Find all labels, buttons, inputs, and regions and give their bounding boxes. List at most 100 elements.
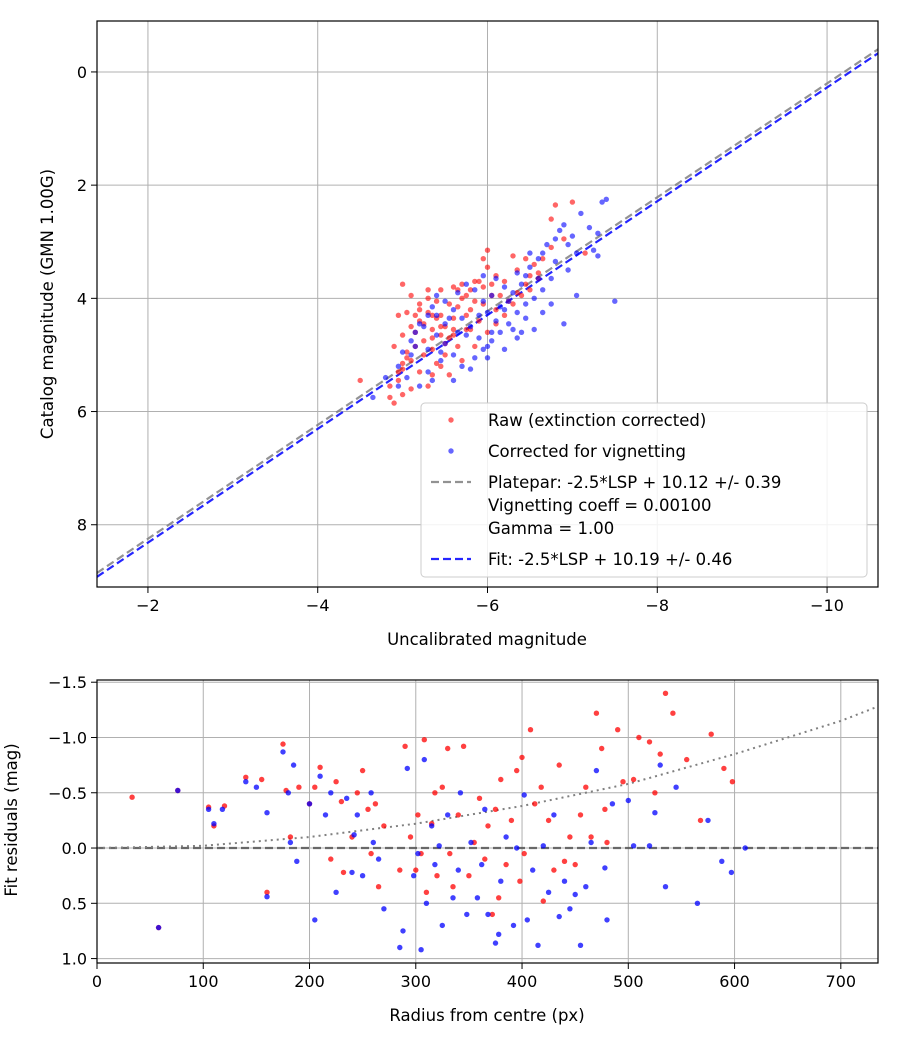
data-point xyxy=(561,222,567,228)
data-point xyxy=(421,737,427,743)
data-point xyxy=(593,767,600,774)
data-point xyxy=(551,812,557,818)
data-point xyxy=(535,942,541,948)
x-tick-label: 100 xyxy=(188,972,219,991)
data-point xyxy=(219,806,226,812)
data-point xyxy=(493,307,499,313)
data-point xyxy=(527,287,533,293)
data-point xyxy=(556,913,562,920)
data-point xyxy=(450,884,456,890)
data-point xyxy=(467,323,474,330)
x-tick-label: −2 xyxy=(136,596,160,615)
x-tick-label: 0 xyxy=(92,972,102,991)
data-point xyxy=(259,776,265,783)
data-point xyxy=(290,762,297,768)
x-tick-label: −6 xyxy=(476,596,500,615)
data-point xyxy=(425,346,431,352)
data-point xyxy=(395,383,402,389)
legend-label: Platepar: -2.5*LSP + 10.12 +/- 0.39 xyxy=(488,473,781,492)
data-point xyxy=(408,386,414,392)
data-point xyxy=(459,281,465,287)
data-point xyxy=(395,312,402,318)
data-point xyxy=(438,323,444,330)
data-point xyxy=(615,727,621,733)
data-point xyxy=(523,301,529,307)
data-point xyxy=(527,273,533,279)
data-point xyxy=(721,765,727,772)
data-point xyxy=(556,762,562,768)
data-point xyxy=(429,304,435,310)
legend: Raw (extinction corrected) Corrected for … xyxy=(420,402,868,578)
x-tick-label: 700 xyxy=(826,972,857,991)
data-point xyxy=(514,309,520,316)
data-point xyxy=(506,298,512,304)
data-point xyxy=(375,884,382,890)
data-point xyxy=(399,360,406,367)
data-point xyxy=(416,321,423,327)
data-point xyxy=(459,357,465,364)
data-point xyxy=(411,873,417,879)
data-point xyxy=(535,270,542,276)
data-point xyxy=(518,281,525,287)
data-point xyxy=(306,801,313,807)
data-point xyxy=(450,284,457,290)
data-point xyxy=(602,806,608,812)
data-point xyxy=(439,784,445,790)
top-scatter-points xyxy=(357,196,618,406)
data-point xyxy=(416,369,423,375)
data-point xyxy=(530,867,536,873)
data-point xyxy=(569,233,576,239)
data-point xyxy=(523,256,529,262)
data-point xyxy=(552,236,559,242)
data-point xyxy=(551,867,557,873)
data-point xyxy=(429,312,435,318)
data-point xyxy=(561,236,567,242)
data-point xyxy=(480,273,486,279)
data-point xyxy=(480,298,486,304)
data-point xyxy=(489,338,495,344)
data-point xyxy=(496,895,502,901)
data-point xyxy=(399,349,406,355)
data-point xyxy=(328,790,334,796)
data-point xyxy=(593,710,600,716)
calibration-chart: −2 −4 −6 −8 −10 0 2 4 6 8 Uncalibrated magnitude… xyxy=(38,20,879,649)
data-point xyxy=(514,335,520,341)
data-point xyxy=(425,312,431,318)
data-point xyxy=(450,895,456,901)
data-point xyxy=(421,756,427,763)
data-point xyxy=(429,335,435,341)
data-point xyxy=(328,856,334,862)
data-point xyxy=(243,774,249,780)
data-point xyxy=(391,343,397,350)
data-point xyxy=(357,377,363,384)
data-point xyxy=(433,312,440,318)
data-point xyxy=(489,911,495,918)
data-point xyxy=(438,363,444,369)
data-point xyxy=(280,741,286,747)
data-point xyxy=(359,767,366,774)
data-point xyxy=(552,258,559,265)
data-point xyxy=(510,253,516,259)
data-point xyxy=(719,858,725,864)
x-tick-label: −10 xyxy=(810,596,844,615)
data-point xyxy=(433,332,440,338)
x-tick-label: 300 xyxy=(401,972,432,991)
data-point xyxy=(399,281,406,287)
data-point xyxy=(446,335,452,341)
data-point xyxy=(404,374,410,381)
data-point xyxy=(460,743,467,749)
data-point xyxy=(506,321,512,327)
y-tick-label: 8 xyxy=(77,516,87,535)
data-point xyxy=(421,323,427,330)
data-point xyxy=(493,318,499,324)
data-point xyxy=(545,889,552,895)
data-point xyxy=(294,858,300,864)
data-point xyxy=(455,329,461,335)
series-corrected xyxy=(155,749,748,953)
data-point xyxy=(578,210,584,217)
data-point xyxy=(503,834,509,840)
data-point xyxy=(662,884,669,890)
data-point xyxy=(438,349,444,355)
data-point xyxy=(463,292,469,299)
data-point xyxy=(387,383,393,389)
